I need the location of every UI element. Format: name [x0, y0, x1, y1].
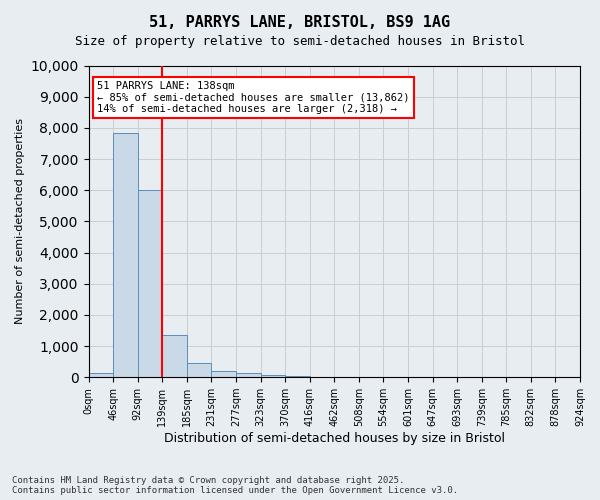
Text: 51, PARRYS LANE, BRISTOL, BS9 1AG: 51, PARRYS LANE, BRISTOL, BS9 1AG — [149, 15, 451, 30]
Bar — [89, 374, 113, 377]
Text: Size of property relative to semi-detached houses in Bristol: Size of property relative to semi-detach… — [75, 35, 525, 48]
Y-axis label: Number of semi-detached properties: Number of semi-detached properties — [15, 118, 25, 324]
Bar — [137, 190, 162, 377]
Bar — [211, 371, 236, 377]
Bar — [236, 373, 260, 377]
Bar — [187, 363, 211, 377]
Bar — [260, 375, 285, 377]
Bar — [162, 335, 187, 377]
Bar — [113, 132, 137, 377]
Text: Contains HM Land Registry data © Crown copyright and database right 2025.
Contai: Contains HM Land Registry data © Crown c… — [12, 476, 458, 495]
Text: 51 PARRYS LANE: 138sqm
← 85% of semi-detached houses are smaller (13,862)
14% of: 51 PARRYS LANE: 138sqm ← 85% of semi-det… — [97, 81, 410, 114]
Bar — [285, 376, 310, 377]
X-axis label: Distribution of semi-detached houses by size in Bristol: Distribution of semi-detached houses by … — [164, 432, 505, 445]
